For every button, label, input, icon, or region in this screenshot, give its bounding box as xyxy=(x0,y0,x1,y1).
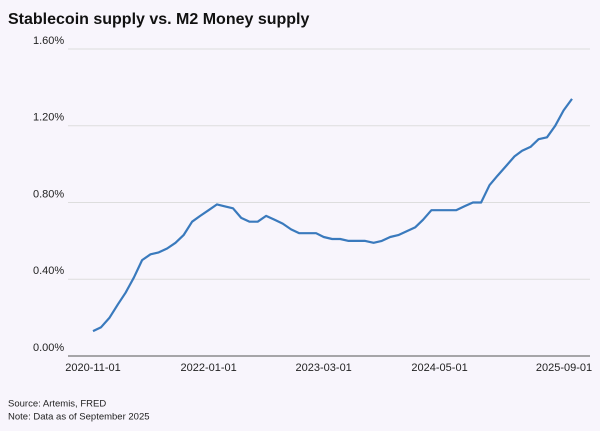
y-tick-label: 1.20% xyxy=(33,112,64,124)
y-tick-label: 0.80% xyxy=(33,188,64,200)
x-tick-label: 2024-05-01 xyxy=(411,362,467,374)
note: Note: Data as of September 2025 xyxy=(8,412,150,423)
x-tick-label: 2020-11-01 xyxy=(65,362,120,374)
x-tick-label: 2025-09-01 xyxy=(536,362,592,374)
source: Source: Artemis, FRED xyxy=(8,399,106,410)
chart-title: Stablecoin supply vs. M2 Money supply xyxy=(8,11,310,28)
y-tick-label: 0.00% xyxy=(33,342,64,354)
x-tick-label: 2023-03-01 xyxy=(296,362,352,374)
x-tick-label: 2022-01-01 xyxy=(180,362,236,374)
y-tick-label: 0.40% xyxy=(33,265,64,277)
line xyxy=(92,98,573,333)
y-tick-label: 1.60% xyxy=(33,35,64,47)
